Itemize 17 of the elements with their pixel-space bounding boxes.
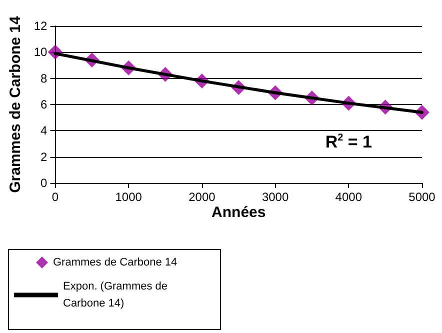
- x-tick-label: 4000: [335, 190, 362, 204]
- y-tick-label: 10: [34, 45, 48, 60]
- y-axis-title: Grammes de Carbone 14: [7, 15, 24, 193]
- y-tick-label: 2: [40, 150, 48, 164]
- legend-label: Expon. (Grammes de Carbone 14): [63, 280, 171, 310]
- x-tick-label: 2000: [188, 190, 216, 204]
- x-tick-label: 0: [52, 190, 59, 204]
- x-tick-label: 5000: [408, 190, 436, 204]
- y-tick-label: 6: [40, 98, 48, 112]
- y-tick-label: 4: [40, 124, 48, 138]
- y-tick-label: 8: [40, 71, 48, 86]
- y-tick-label: 0: [40, 176, 48, 190]
- x-axis-title: Années: [212, 204, 266, 221]
- legend-label: Grammes de Carbone 14: [53, 256, 178, 268]
- y-tick-label: 12: [34, 19, 48, 33]
- x-tick-label: 3000: [262, 190, 289, 204]
- x-tick-label: 1000: [115, 190, 142, 204]
